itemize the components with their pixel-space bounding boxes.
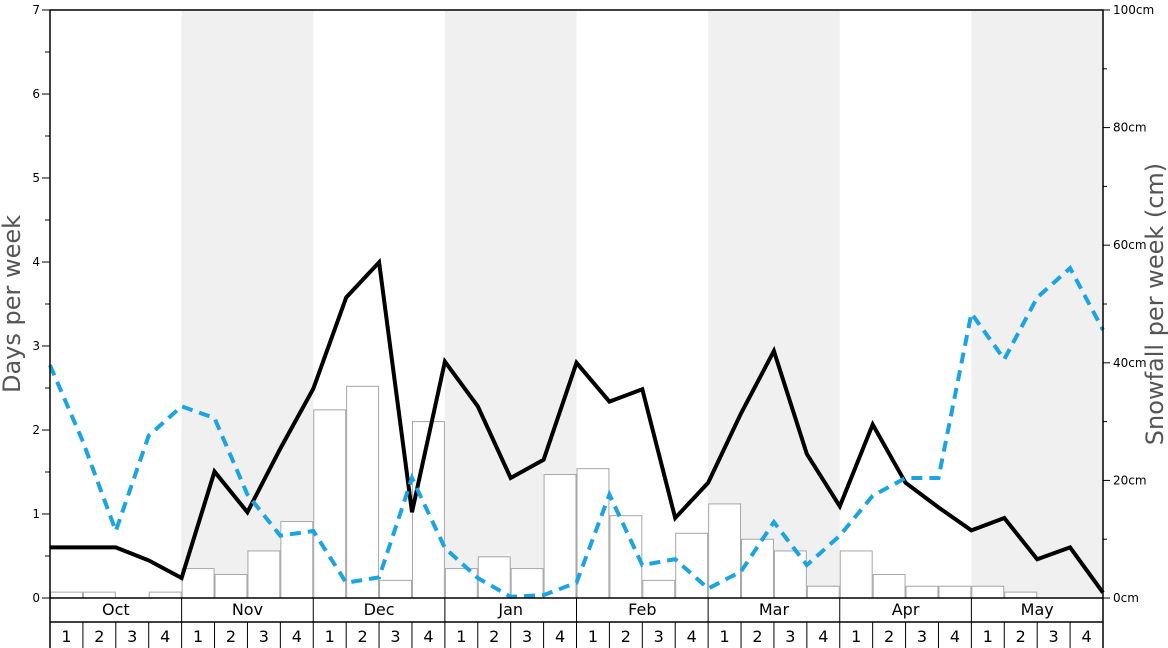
left-axis: 0 1 2 3 4 5 6 7 — [32, 3, 50, 605]
week-label: 1 — [851, 627, 861, 646]
bar-week-28 — [938, 585, 972, 599]
right-tick-label: 20cm — [1113, 473, 1147, 487]
solid-snowfall-line — [50, 257, 1105, 594]
week-label: 4 — [160, 627, 170, 646]
week-label: 1 — [193, 627, 203, 646]
month-label-mar: Mar — [759, 600, 790, 619]
week-axis: 1 2 3 4 1 2 3 4 1 2 3 4 1 2 3 4 1 2 3 4 1 2 3 4 1 2 3 4 1 2 3 4 — [61, 622, 1092, 648]
week-label: 3 — [127, 627, 137, 646]
days-per-week-bars — [50, 385, 1038, 599]
right-tick-label: 100cm — [1113, 3, 1154, 17]
bar-week-9 — [313, 409, 347, 599]
left-tick-label: 0 — [32, 591, 40, 605]
bar-week-19 — [642, 579, 676, 599]
right-tick-label: 80cm — [1113, 121, 1147, 135]
bar-week-14 — [477, 556, 511, 599]
week-label: 2 — [884, 627, 894, 646]
month-label-dec: Dec — [364, 600, 395, 619]
month-label-oct: Oct — [102, 600, 130, 619]
right-tick-label: 40cm — [1113, 356, 1147, 370]
bar-week-4 — [148, 591, 182, 599]
week-label: 3 — [917, 627, 927, 646]
bar-week-21 — [708, 503, 742, 599]
dashed-snowfall-line — [48, 264, 1105, 599]
week-label: 3 — [785, 627, 795, 646]
left-tick-label: 5 — [32, 171, 40, 185]
month-shading — [181, 10, 1103, 598]
left-tick-label: 2 — [32, 423, 40, 437]
week-label: 3 — [1049, 627, 1059, 646]
bar-week-10 — [346, 385, 380, 599]
week-label: 4 — [292, 627, 302, 646]
month-shade-mar — [708, 10, 840, 598]
week-label: 1 — [983, 627, 993, 646]
week-label: 2 — [1016, 627, 1026, 646]
month-label-may: May — [1021, 600, 1054, 619]
month-label-feb: Feb — [628, 600, 656, 619]
left-tick-label: 4 — [32, 255, 40, 269]
left-tick-label: 1 — [32, 507, 40, 521]
week-label: 1 — [61, 627, 71, 646]
week-label: 1 — [588, 627, 598, 646]
week-label: 2 — [358, 627, 368, 646]
right-axis-title: Snowfall per week (cm) — [1141, 163, 1168, 445]
month-label-apr: Apr — [892, 600, 920, 619]
month-label-nov: Nov — [232, 600, 263, 619]
week-label: 2 — [489, 627, 499, 646]
left-tick-label: 6 — [32, 87, 40, 101]
week-label: 2 — [226, 627, 236, 646]
right-axis: 0cm 20cm 40cm 60cm 80cm 100cm — [1103, 3, 1154, 605]
left-axis-title: Days per week — [0, 215, 26, 393]
right-tick-label: 60cm — [1113, 238, 1147, 252]
week-label: 3 — [522, 627, 532, 646]
week-label: 4 — [1081, 627, 1091, 646]
bar-week-15 — [510, 568, 544, 599]
bar-week-5 — [181, 568, 215, 599]
week-label: 3 — [259, 627, 269, 646]
bar-week-26 — [872, 573, 906, 599]
bar-week-24 — [806, 585, 840, 599]
week-label: 3 — [654, 627, 664, 646]
bar-week-11 — [379, 579, 412, 599]
bar-week-29 — [971, 585, 1005, 599]
week-label: 2 — [752, 627, 762, 646]
bar-week-6 — [214, 573, 248, 599]
week-label: 1 — [325, 627, 335, 646]
bar-week-17 — [576, 468, 610, 599]
month-shade-may — [971, 10, 1103, 598]
bar-week-25 — [839, 550, 873, 599]
left-tick-label: 7 — [32, 3, 40, 17]
week-label: 1 — [456, 627, 466, 646]
left-tick-label: 3 — [32, 339, 40, 353]
bar-week-23 — [773, 550, 807, 599]
month-shade-nov — [181, 10, 314, 598]
bar-week-27 — [905, 585, 939, 599]
bar-week-30 — [1004, 591, 1038, 599]
week-label: 3 — [390, 627, 400, 646]
week-label: 4 — [818, 627, 828, 646]
snowfall-lines — [48, 257, 1105, 599]
bar-week-16 — [543, 474, 577, 599]
week-label: 4 — [423, 627, 433, 646]
week-label: 4 — [555, 627, 565, 646]
week-label: 2 — [621, 627, 631, 646]
week-label: 4 — [950, 627, 960, 646]
right-tick-label: 0cm — [1113, 591, 1139, 605]
week-label: 2 — [94, 627, 104, 646]
bar-week-20 — [675, 532, 709, 599]
month-label-jan: Jan — [497, 600, 523, 619]
bar-week-7 — [247, 550, 281, 599]
bar-week-2 — [82, 591, 116, 599]
bar-week-13 — [444, 568, 478, 599]
week-label: 4 — [687, 627, 697, 646]
week-label: 1 — [719, 627, 729, 646]
bar-week-1 — [50, 591, 83, 599]
